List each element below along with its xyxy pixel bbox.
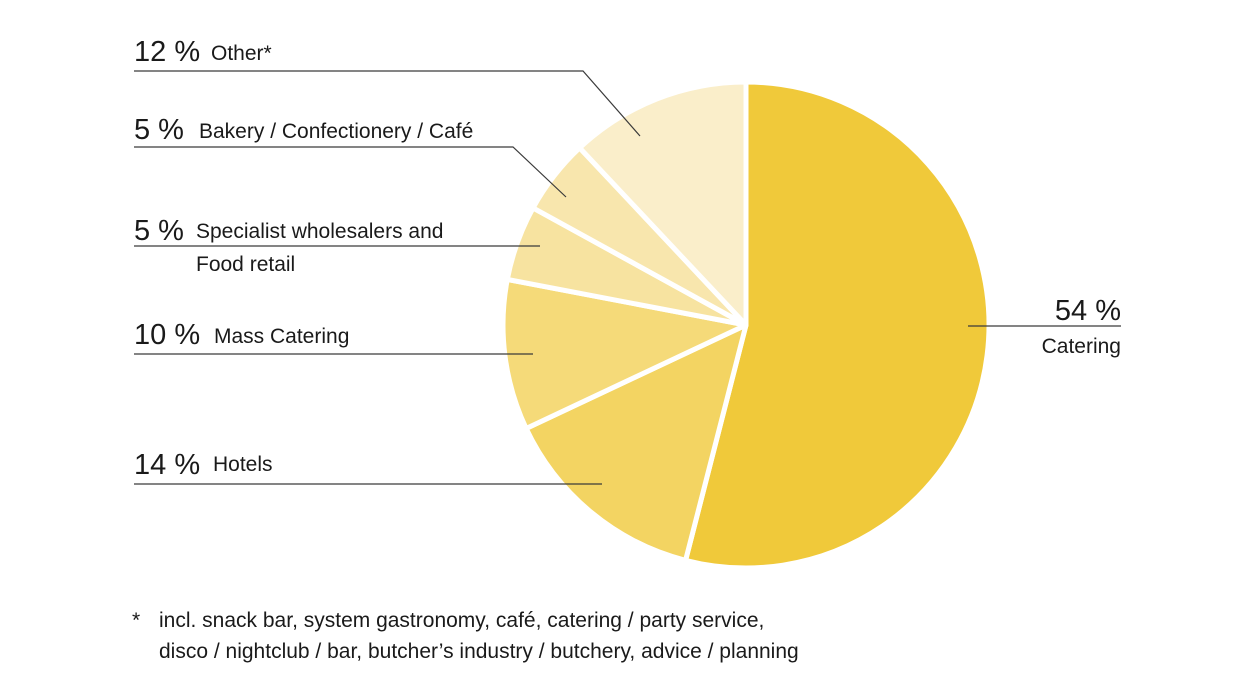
- slice-percent-label-5: 5 %: [134, 114, 184, 146]
- slice-category-label-5: Bakery / Confectionery / Café: [199, 120, 473, 143]
- footnote-line-1: incl. snack bar, system gastronomy, café…: [159, 609, 765, 632]
- slice-percent-label-6: 12 %: [134, 36, 200, 68]
- pie-slices: [500, 79, 992, 571]
- slice-percent-label-3: 10 %: [134, 319, 200, 351]
- slice-category-label-6: Other*: [211, 42, 272, 65]
- footnote: * incl. snack bar, system gastronomy, ca…: [132, 605, 892, 667]
- leader-line-6: [134, 70, 641, 137]
- leader-line-5: [134, 146, 567, 198]
- slice-category-label-3: Mass Catering: [214, 325, 349, 348]
- slice-category-label-1: Catering: [1042, 335, 1121, 358]
- pie-slice-3: [500, 276, 749, 431]
- pie-chart: 54 % Catering 14 % Hotels 10 % Mass Catering 5…: [134, 36, 1121, 571]
- pie-slice-6: [577, 79, 749, 328]
- slice-category-label-4-line-2: Food retail: [196, 253, 295, 276]
- pie-slice-1: [683, 79, 992, 571]
- footnote-line-2: disco / nightclub / bar, butcher’s indus…: [159, 640, 799, 663]
- slice-category-label-2: Hotels: [213, 453, 273, 476]
- slice-category-label-4-line-1: Specialist wholesalers and: [196, 220, 443, 243]
- footnote-marker: *: [132, 609, 141, 632]
- slice-labels: 54 % Catering 14 % Hotels 10 % Mass Catering 5…: [134, 36, 1121, 485]
- slice-percent-label-2: 14 %: [134, 449, 200, 481]
- slice-percent-label-1: 54 %: [1055, 295, 1121, 327]
- slice-percent-label-4: 5 %: [134, 215, 184, 247]
- pie-slice-2: [523, 322, 749, 563]
